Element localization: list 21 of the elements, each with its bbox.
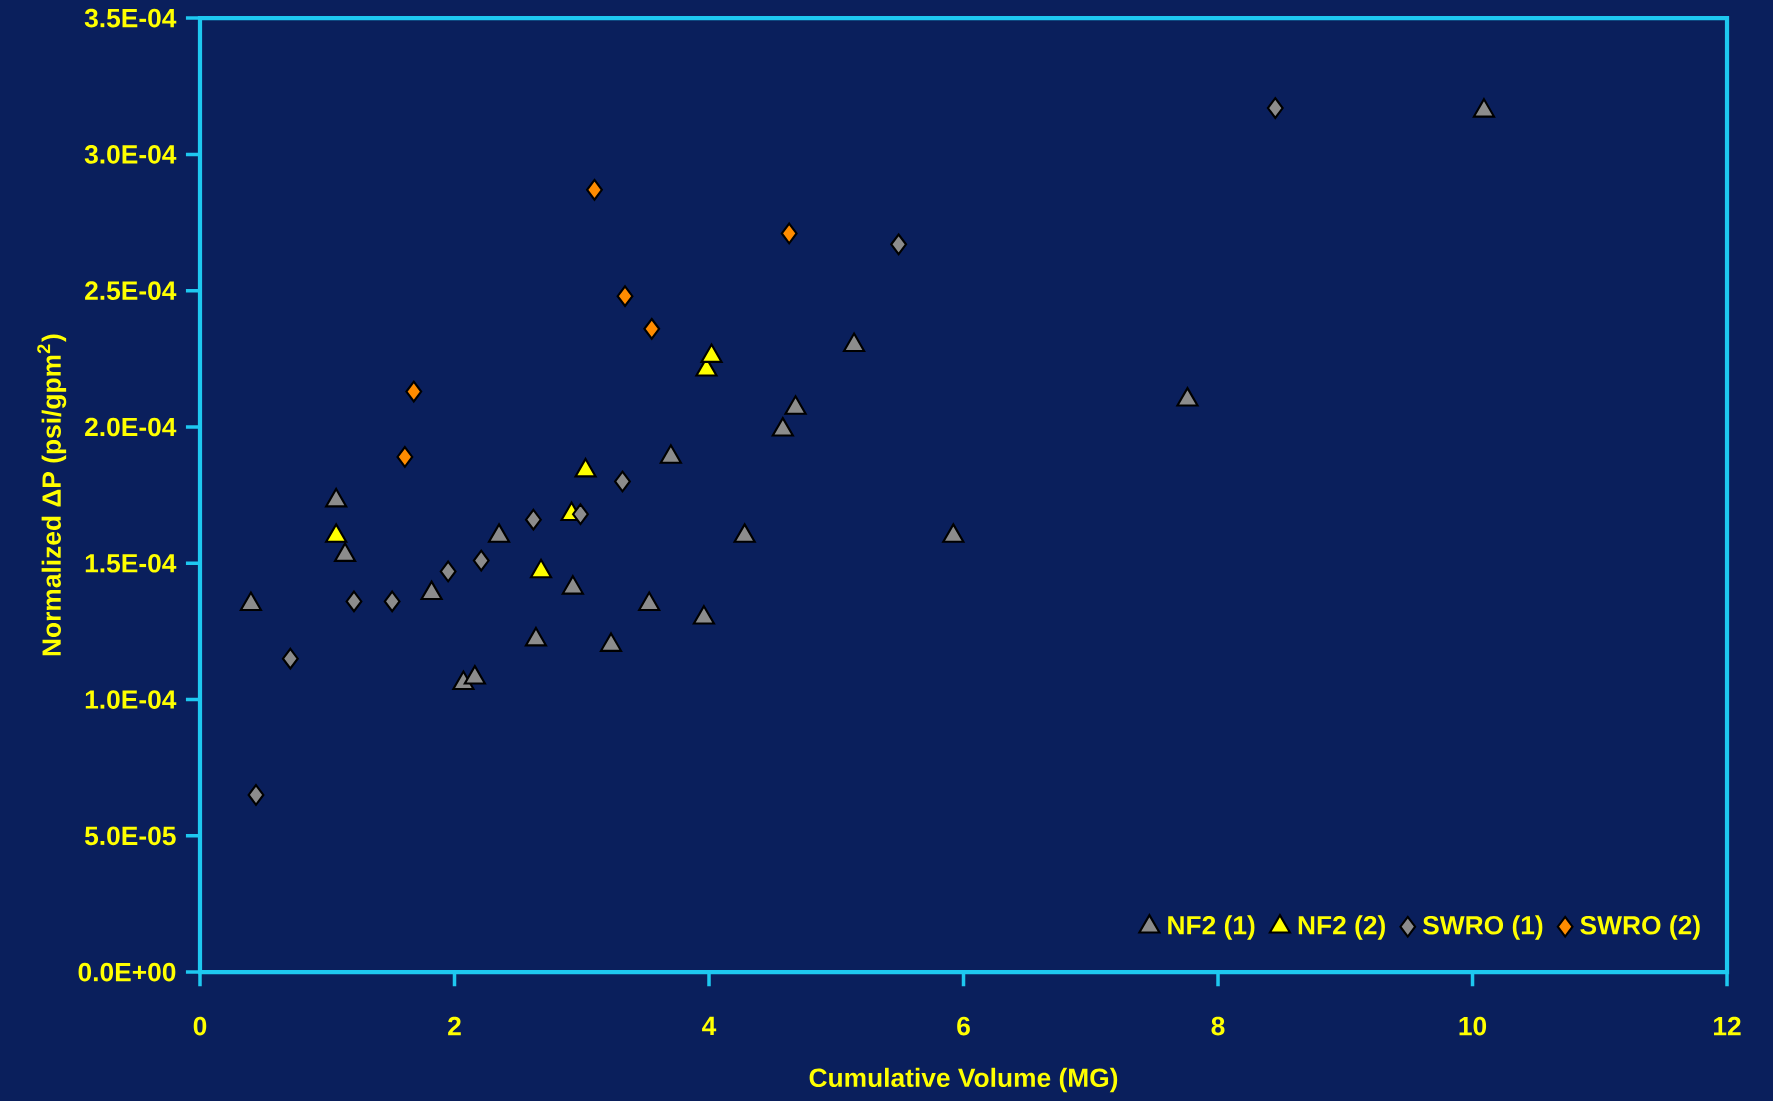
x-tick-label: 2: [448, 1016, 461, 1036]
x-tick-label: 6: [957, 1016, 970, 1036]
x-tick-label: 4: [702, 1016, 717, 1035]
x-axis-title: Cumulative Volume (MG): [809, 1067, 1118, 1093]
x-tick-label: 0: [193, 1016, 207, 1036]
legend-label: NF2 (1): [1168, 915, 1255, 940]
y-tick-label: 5.0E-05: [84, 826, 176, 846]
y-tick-label: 3.0E-04: [84, 144, 177, 164]
legend-label: SWRO (2): [1580, 915, 1700, 940]
y-tick-label: 1.0E-04: [85, 690, 177, 709]
x-tick-label: 12: [1714, 1016, 1741, 1036]
y-tick-label: 2.0E-04: [85, 417, 177, 437]
legend-label: NF2 (2): [1298, 915, 1385, 940]
x-tick-label: 10: [1459, 1016, 1487, 1036]
legend-label: SWRO (1): [1422, 915, 1543, 940]
x-tick-label: 8: [1211, 1016, 1225, 1036]
y-tick-label: 2.5E-04: [85, 281, 177, 300]
y-tick-label: 3.5E-04: [84, 8, 177, 28]
y-tick-label: 1.5E-04: [85, 553, 177, 573]
y-tick-label: 0.0E+00: [78, 962, 176, 982]
y-axis-title: Normalized ΔP (psi/gpm$^{2}$): [37, 334, 67, 656]
